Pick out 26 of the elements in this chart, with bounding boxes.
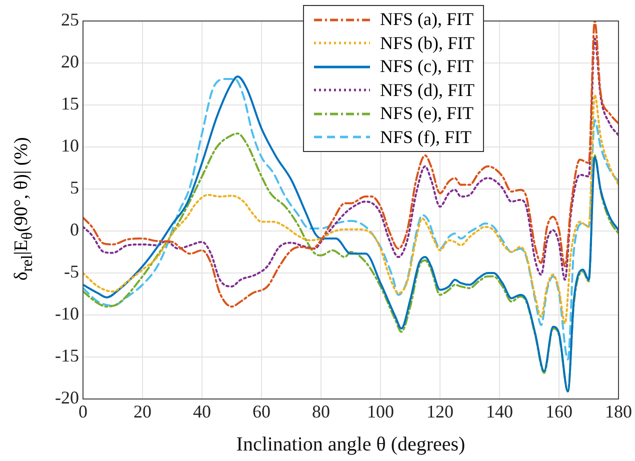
x-tick-label: 140 [486, 402, 513, 422]
y-tick-label: -10 [55, 304, 79, 324]
y-tick-label: 0 [70, 220, 79, 240]
x-tick-label: 20 [134, 402, 152, 422]
x-axis-title: Inclination angle θ (degrees) [236, 433, 466, 456]
x-tick-label: 100 [367, 402, 394, 422]
x-tick-label: 80 [312, 402, 330, 422]
y-tick-label: 20 [61, 52, 79, 72]
legend-label: NFS (d), FIT [380, 80, 475, 101]
legend-label: NFS (f), FIT [380, 126, 472, 148]
y-tick-label: 15 [61, 94, 79, 114]
x-tick-label: 40 [193, 402, 211, 422]
y-tick-label: 10 [61, 136, 79, 156]
x-tick-label: 60 [252, 402, 270, 422]
y-tick-label: -15 [55, 346, 79, 366]
legend-label: NFS (e), FIT [380, 103, 474, 124]
y-tick-label: 25 [61, 10, 79, 30]
legend-label: NFS (a), FIT [380, 9, 474, 30]
y-tick-label: -20 [55, 388, 79, 408]
y-tick-label: -5 [64, 262, 79, 282]
legend-label: NFS (b), FIT [380, 32, 475, 54]
x-tick-label: 120 [426, 402, 454, 422]
y-tick-label: 5 [70, 178, 79, 198]
x-tick-label: 180 [605, 402, 632, 422]
x-tick-label: 160 [546, 402, 572, 422]
legend-label: NFS (c), FIT [380, 56, 474, 78]
